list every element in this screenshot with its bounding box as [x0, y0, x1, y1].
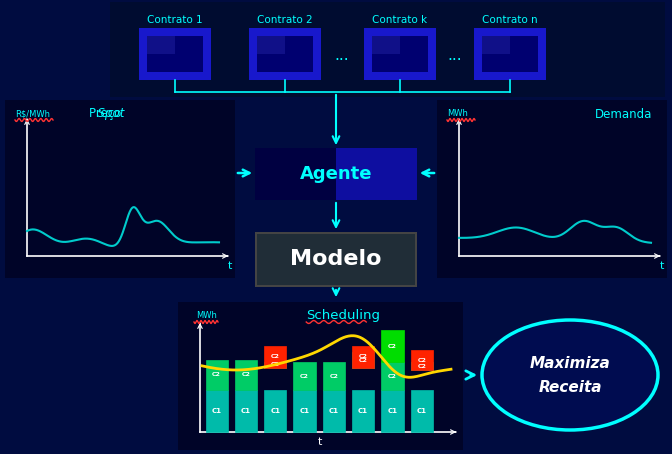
Bar [255, 148, 417, 200]
Bar [255, 148, 336, 200]
Bar [474, 28, 546, 80]
Text: t: t [660, 261, 664, 271]
Bar [364, 28, 436, 80]
Text: Receita: Receita [538, 380, 601, 395]
Bar [264, 346, 286, 368]
Text: C2: C2 [359, 357, 368, 362]
Text: C2: C2 [241, 372, 251, 377]
Bar [364, 28, 436, 80]
Bar [381, 330, 404, 362]
Bar [249, 28, 321, 80]
Text: t: t [228, 261, 233, 271]
Text: C1: C1 [358, 408, 368, 414]
Text: C2: C2 [271, 355, 280, 360]
Bar [257, 36, 285, 54]
Bar [323, 390, 345, 432]
Bar [381, 362, 404, 390]
Text: ...: ... [448, 48, 462, 63]
Bar [235, 390, 257, 432]
Bar [482, 36, 510, 54]
Bar [139, 28, 211, 80]
Bar [257, 234, 415, 285]
Ellipse shape [482, 320, 658, 430]
Bar [178, 302, 463, 450]
Bar [294, 390, 316, 432]
Text: Modelo: Modelo [290, 249, 382, 269]
Bar [372, 36, 428, 72]
Bar [352, 352, 374, 368]
Text: Contrato k: Contrato k [372, 15, 427, 25]
Bar [474, 28, 546, 80]
Bar [323, 362, 345, 390]
Bar [352, 390, 374, 432]
Bar [206, 360, 228, 390]
Text: Maximiza: Maximiza [530, 355, 610, 370]
Bar [294, 362, 316, 390]
Bar [147, 36, 203, 72]
Bar [206, 390, 228, 432]
Bar [411, 362, 433, 370]
Bar [110, 2, 665, 97]
Text: C1: C1 [270, 408, 280, 414]
Text: C1: C1 [212, 408, 222, 414]
Bar [178, 302, 463, 450]
Text: Agente: Agente [300, 165, 372, 183]
Text: C2: C2 [388, 344, 397, 349]
Bar [235, 360, 257, 390]
Text: MWh: MWh [447, 109, 468, 118]
Text: Spot: Spot [75, 108, 124, 120]
Bar [381, 390, 404, 432]
Text: C2: C2 [271, 362, 280, 367]
Bar [147, 36, 175, 54]
Text: C1: C1 [329, 408, 339, 414]
Bar [411, 350, 433, 370]
Bar [249, 28, 321, 80]
Text: MWh: MWh [196, 311, 217, 321]
Text: C1: C1 [241, 408, 251, 414]
Bar [264, 362, 286, 368]
Bar [264, 390, 286, 432]
Text: ...: ... [335, 48, 349, 63]
Bar [255, 148, 417, 200]
Bar [139, 28, 211, 80]
Text: Contrato 2: Contrato 2 [257, 15, 312, 25]
Text: C2: C2 [388, 374, 397, 379]
Text: C1: C1 [300, 408, 310, 414]
Text: C1: C1 [388, 408, 397, 414]
Bar [437, 100, 667, 278]
Text: Contrato n: Contrato n [482, 15, 538, 25]
Bar [255, 232, 417, 287]
Bar [352, 346, 374, 368]
Bar [5, 100, 235, 278]
Text: C2: C2 [300, 374, 309, 379]
Bar [110, 2, 665, 97]
Text: C2: C2 [417, 364, 426, 369]
Text: Scheduling: Scheduling [306, 310, 380, 322]
Bar [482, 36, 538, 72]
Bar [257, 36, 313, 72]
Bar [372, 36, 400, 54]
Text: t: t [318, 437, 322, 447]
Bar [257, 234, 415, 285]
Text: C1: C1 [417, 408, 427, 414]
Text: C2: C2 [359, 355, 368, 360]
Bar [336, 148, 417, 200]
Bar [411, 390, 433, 432]
Text: Demanda: Demanda [595, 108, 652, 120]
Text: Preço: Preço [89, 108, 124, 120]
Text: C2: C2 [212, 372, 221, 377]
Text: Contrato 1: Contrato 1 [147, 15, 203, 25]
Text: R$/MWh: R$/MWh [15, 109, 50, 118]
Text: C2: C2 [417, 357, 426, 362]
Text: C2: C2 [329, 374, 338, 379]
